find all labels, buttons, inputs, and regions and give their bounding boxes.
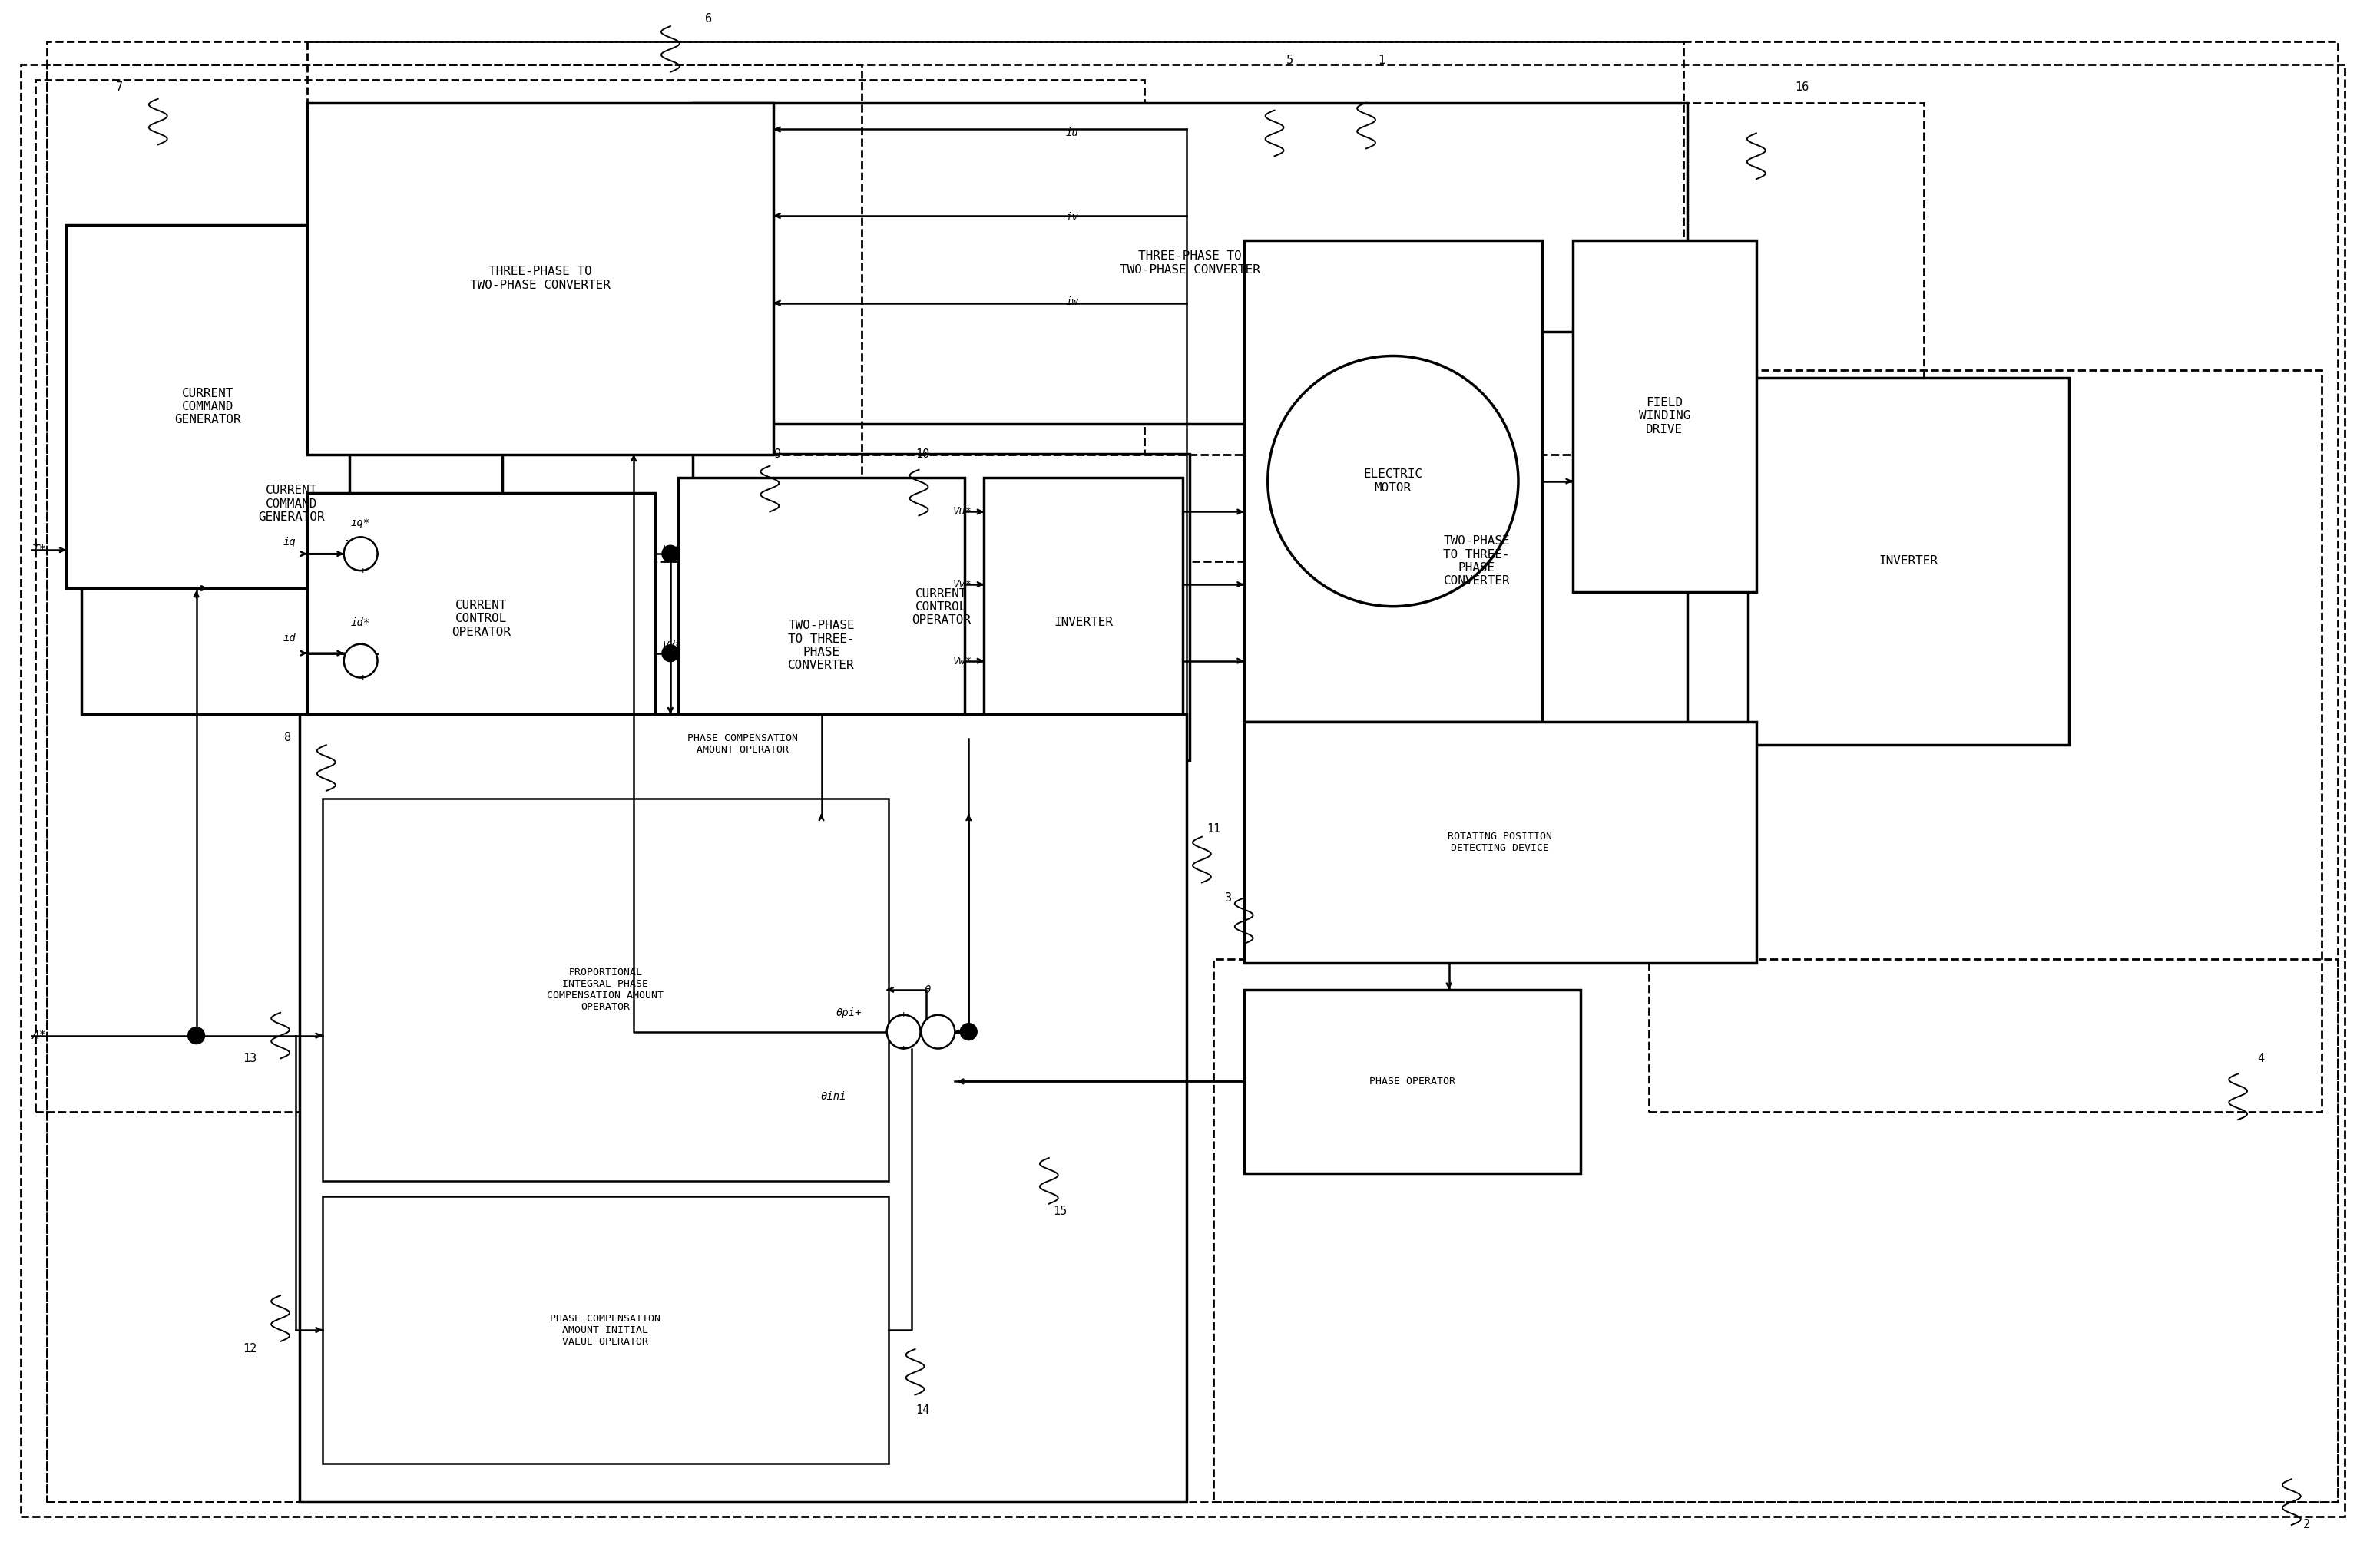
Text: 6: 6 [704,12,712,25]
FancyBboxPatch shape [307,492,655,745]
Text: +: + [954,1027,962,1036]
Text: 16: 16 [1795,81,1809,93]
Text: 5: 5 [1285,55,1292,67]
Text: ROTATING POSITION
DETECTING DEVICE: ROTATING POSITION DETECTING DEVICE [1447,832,1552,854]
Text: 14: 14 [916,1404,931,1416]
Text: TWO-PHASE
TO THREE-
PHASE
CONVERTER: TWO-PHASE TO THREE- PHASE CONVERTER [788,620,854,671]
Text: 9: 9 [774,449,781,460]
Circle shape [921,1014,954,1049]
FancyBboxPatch shape [307,103,773,455]
FancyBboxPatch shape [983,477,1183,768]
Text: THREE-PHASE TO
TWO-PHASE CONVERTER: THREE-PHASE TO TWO-PHASE CONVERTER [471,266,612,291]
Text: INVERTER: INVERTER [1880,555,1937,567]
Text: Vd*: Vd* [662,640,683,651]
Text: 4: 4 [2259,1053,2263,1064]
FancyBboxPatch shape [81,293,502,714]
FancyBboxPatch shape [1573,240,1756,592]
Text: CURRENT
COMMAND
GENERATOR: CURRENT COMMAND GENERATOR [259,485,326,523]
Text: 1: 1 [1378,55,1385,67]
Text: CURRENT
CONTROL
OPERATOR: CURRENT CONTROL OPERATOR [912,587,971,626]
Text: θpi+: θpi+ [835,1006,862,1017]
Text: -: - [345,642,350,653]
Text: ELECTRIC
MOTOR: ELECTRIC MOTOR [1364,469,1423,494]
FancyBboxPatch shape [1747,377,2068,745]
FancyBboxPatch shape [1245,989,1580,1173]
Text: +: + [900,1044,907,1053]
Text: 13: 13 [243,1053,257,1064]
Text: PHASE OPERATOR: PHASE OPERATOR [1368,1077,1454,1086]
Circle shape [662,645,678,662]
Circle shape [343,538,378,570]
Text: Vv*: Vv* [952,580,973,590]
Text: θ: θ [923,985,931,996]
Text: 7: 7 [117,81,124,93]
FancyBboxPatch shape [1245,240,1542,721]
Text: PHASE COMPENSATION
AMOUNT INITIAL
VALUE OPERATOR: PHASE COMPENSATION AMOUNT INITIAL VALUE … [550,1313,662,1346]
Text: Vw*: Vw* [952,656,973,667]
Text: 8: 8 [286,732,290,743]
Text: -: - [345,534,350,545]
FancyBboxPatch shape [300,715,1188,1502]
Text: id*: id* [350,617,371,628]
Text: 10: 10 [916,449,931,460]
Circle shape [662,545,678,562]
Text: +: + [359,566,367,575]
Text: CURRENT
CONTROL
OPERATOR: CURRENT CONTROL OPERATOR [452,600,512,637]
Text: 11: 11 [1207,823,1221,835]
Text: PHASE COMPENSATION
AMOUNT OPERATOR: PHASE COMPENSATION AMOUNT OPERATOR [688,734,797,756]
Text: iq: iq [283,538,295,548]
Text: CURRENT
COMMAND
GENERATOR: CURRENT COMMAND GENERATOR [174,388,240,425]
Circle shape [959,1024,978,1041]
FancyBboxPatch shape [678,477,964,813]
Text: TWO-PHASE
TO THREE-
PHASE
CONVERTER: TWO-PHASE TO THREE- PHASE CONVERTER [1442,536,1509,587]
Text: THREE-PHASE TO
TWO-PHASE CONVERTER: THREE-PHASE TO TWO-PHASE CONVERTER [1119,251,1261,276]
Text: id: id [283,633,295,643]
Text: Vu*: Vu* [952,506,973,517]
Text: PROPORTIONAL
INTEGRAL PHASE
COMPENSATION AMOUNT
OPERATOR: PROPORTIONAL INTEGRAL PHASE COMPENSATION… [547,968,664,1013]
Circle shape [343,643,378,678]
Circle shape [1269,355,1518,606]
FancyBboxPatch shape [1266,332,1687,790]
Text: iq*: iq* [350,517,371,528]
Text: iw: iw [1066,296,1078,307]
Text: T*: T* [31,544,48,556]
Text: 15: 15 [1054,1206,1066,1217]
Text: iv: iv [1066,212,1078,223]
Text: 3: 3 [1226,893,1233,904]
Text: INVERTER: INVERTER [1054,617,1114,628]
FancyBboxPatch shape [321,1197,888,1465]
Text: A*: A* [31,1030,48,1041]
FancyBboxPatch shape [693,103,1687,424]
Text: +: + [359,673,367,682]
Text: FIELD
WINDING
DRIVE: FIELD WINDING DRIVE [1637,397,1690,435]
Text: +: + [900,1010,907,1020]
FancyBboxPatch shape [321,799,888,1181]
FancyBboxPatch shape [67,224,350,589]
FancyBboxPatch shape [693,455,1190,760]
Text: Vq*: Vq* [662,545,683,555]
Text: θini: θini [821,1091,847,1102]
Text: 12: 12 [243,1343,257,1355]
Circle shape [188,1027,205,1044]
Text: 2: 2 [2304,1519,2311,1532]
Circle shape [888,1014,921,1049]
Text: iu: iu [1066,128,1078,139]
FancyBboxPatch shape [1245,721,1756,963]
